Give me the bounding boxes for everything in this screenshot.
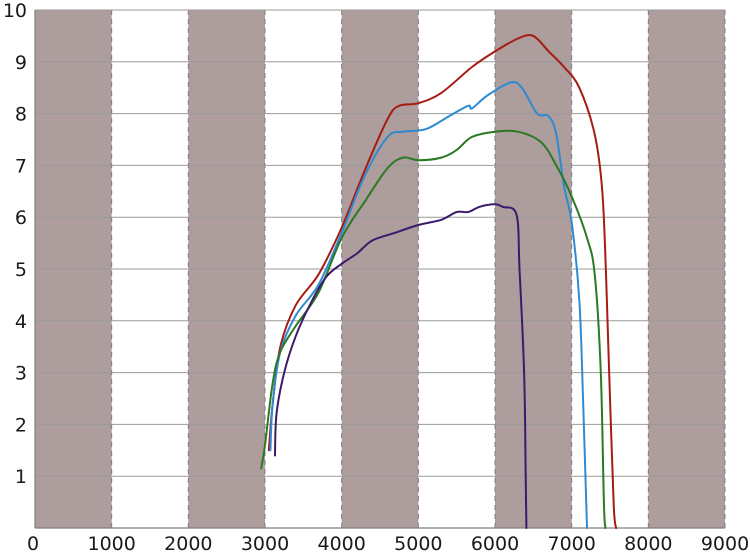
x-tick-label-8000: 8000 <box>624 533 672 555</box>
y-tick-label-3: 3 <box>15 363 27 385</box>
series-line-0 <box>267 34 618 529</box>
y-tick-label-8: 8 <box>15 104 27 126</box>
x-tick-label-3000: 3000 <box>241 533 289 555</box>
x-tick-label-4000: 4000 <box>317 533 365 555</box>
x-tick-label-1000: 1000 <box>87 533 135 555</box>
series-line-3 <box>274 203 528 529</box>
y-tick-labels: 1 2 3 4 5 6 7 8 9 10 <box>3 0 27 488</box>
x-tick-labels: 0 1000 2000 3000 4000 5000 6000 7000 8000 9000 <box>27 533 749 555</box>
y-tick-label-4: 4 <box>15 311 27 333</box>
y-tick-label-10: 10 <box>3 0 27 22</box>
x-tick-label-9000: 9000 <box>701 533 749 555</box>
y-tick-label-1: 1 <box>15 466 27 488</box>
axes <box>34 10 725 529</box>
x-tick-label-0: 0 <box>27 533 39 555</box>
y-tick-label-5: 5 <box>15 259 27 281</box>
x-tick-label-2000: 2000 <box>164 533 212 555</box>
x-tick-label-5000: 5000 <box>394 533 442 555</box>
y-tick-label-6: 6 <box>15 207 27 229</box>
x-tick-label-7000: 7000 <box>547 533 595 555</box>
x-tick-label-6000: 6000 <box>471 533 519 555</box>
series-line-2 <box>260 129 607 529</box>
series-lines <box>260 34 618 529</box>
y-tick-label-2: 2 <box>15 414 27 436</box>
y-tick-label-7: 7 <box>15 155 27 177</box>
y-tick-label-9: 9 <box>15 52 27 74</box>
gridlines <box>35 9 725 477</box>
series-line-1 <box>269 81 588 529</box>
